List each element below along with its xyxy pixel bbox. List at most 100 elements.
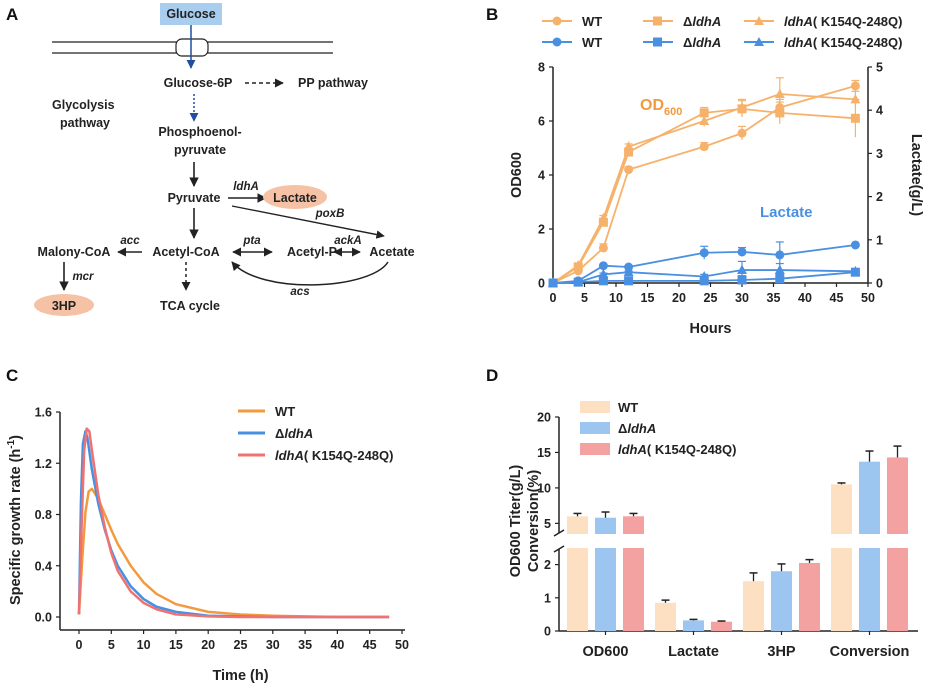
b-data-point <box>775 250 785 260</box>
d-legend-label: ΔldhA <box>618 421 656 436</box>
hp3-highlight <box>34 294 94 316</box>
b-data-point <box>598 217 608 227</box>
glucose-highlight <box>160 3 222 25</box>
d-y-tick-label: 10 <box>537 481 551 495</box>
legend-wt-od: WT <box>582 14 602 29</box>
b-data-point <box>573 276 584 287</box>
node-malonyl: Malony-CoA <box>38 245 111 259</box>
d-y-tick-label: 0 <box>544 625 551 639</box>
b-x-tick-label: 5 <box>581 291 588 305</box>
b-x-tick-label: 25 <box>704 291 718 305</box>
panel-a: A Glucose Glucose-6P PP pathway Glycolys… <box>6 3 415 316</box>
legend-marker-square-blue <box>653 37 662 47</box>
panel-c: C 0 5 10 15 20 25 30 35 40 45 50 0.0 0.4 0.8 1.2 1.6 Tim… <box>6 366 409 684</box>
b-x-tick-label: 40 <box>798 291 812 305</box>
b-data-point <box>774 88 785 98</box>
enzyme-acka: ackA <box>334 235 362 247</box>
c-x-tick-label: 10 <box>137 638 151 652</box>
d-x-tick-label: OD600 <box>583 644 629 660</box>
node-glycolysis-1: Glycolysis <box>52 98 115 112</box>
c-y-tick-label: 0.0 <box>35 611 52 625</box>
node-pep-1: Phosphoenol- <box>158 125 241 139</box>
node-3hp: 3HP <box>52 299 76 313</box>
b-x-tick-label: 30 <box>735 291 749 305</box>
d-y-tick-label: 20 <box>537 411 551 425</box>
b-data-point <box>624 147 634 157</box>
c-x-tick-label: 45 <box>363 638 377 652</box>
b-data-point <box>699 271 710 281</box>
c-x-tick-label: 25 <box>234 638 248 652</box>
b-series-line <box>552 93 856 284</box>
d-bar <box>831 548 852 631</box>
d-legend-swatch <box>580 401 610 413</box>
node-acetate: Acetate <box>369 245 414 259</box>
b-y2-tick-label: 1 <box>876 233 883 247</box>
b-x-tick-label: 50 <box>861 291 875 305</box>
d-y-tick-label: 1 <box>544 591 551 605</box>
b-x-tick-label: 10 <box>609 291 623 305</box>
d-bar <box>595 517 616 534</box>
panel-d: D 5 10 15 20 0 1 2 OD600 Titer(g/L) Conversion(%… <box>486 366 918 660</box>
d-bar <box>655 602 676 631</box>
b-x-axis-title: Hours <box>690 321 732 337</box>
d-bar <box>831 484 852 534</box>
annotation-od600: OD600 <box>640 97 682 118</box>
enzyme-acs: acs <box>290 286 309 298</box>
panel-b-letter: B <box>486 5 498 24</box>
node-acetylcoa: Acetyl-CoA <box>152 245 219 259</box>
d-bar <box>859 461 880 534</box>
d-bar <box>887 457 908 534</box>
legend-mut-lac: ldhA( K154Q-248Q) <box>784 35 902 50</box>
b-data-point <box>598 261 608 271</box>
legend-ldha-lac: ΔldhA <box>683 35 721 50</box>
b-data-point <box>850 93 861 104</box>
d-bar <box>567 516 588 534</box>
b-x-tick-label: 35 <box>767 291 781 305</box>
d-y-axis-title-line2: Conversion(%) <box>526 470 542 572</box>
b-series-5 <box>548 260 861 287</box>
b-data-point <box>775 108 785 118</box>
enzyme-acc: acc <box>120 235 140 247</box>
node-tca: TCA cycle <box>160 299 220 313</box>
b-data-point <box>573 259 584 270</box>
b-y-tick-label: 6 <box>538 115 545 129</box>
d-bar <box>623 548 644 631</box>
b-x-tick-label: 45 <box>830 291 844 305</box>
b-data-point <box>624 165 634 175</box>
d-y-tick-label: 15 <box>537 446 551 460</box>
d-bar <box>887 548 908 631</box>
d-bar <box>743 581 764 631</box>
b-y-axis-title: OD600 <box>509 152 525 198</box>
b-x-tick-label: 15 <box>641 291 655 305</box>
b-y2-tick-label: 5 <box>876 61 883 75</box>
b-data-point <box>624 276 634 286</box>
c-x-tick-label: 35 <box>298 638 312 652</box>
b-y-tick-label: 0 <box>538 277 545 291</box>
b-data-point <box>623 266 634 277</box>
d-y-tick-label: 2 <box>544 558 551 572</box>
b-data-point <box>598 276 608 286</box>
b-data-point <box>850 81 860 91</box>
panel-b: B WT ΔldhA ldhA( K154Q-248Q) WT ΔldhA ld… <box>486 5 924 337</box>
legend-marker-triangle-orange <box>754 16 764 25</box>
enzyme-ldha: ldhA <box>233 181 259 193</box>
annotation-lactate: Lactate <box>760 204 813 221</box>
d-bar <box>683 620 704 631</box>
d-bar <box>567 548 588 631</box>
b-data-point <box>737 102 747 112</box>
d-bar <box>711 621 732 631</box>
c-x-tick-label: 50 <box>395 638 409 652</box>
b-data-point <box>598 212 609 223</box>
legend-wt-lac: WT <box>582 35 602 50</box>
c-series-line-2 <box>77 427 390 619</box>
b-y-tick-label: 4 <box>538 169 545 183</box>
node-g6p: Glucose-6P <box>164 76 233 90</box>
legend-marker-triangle-blue <box>754 37 764 46</box>
b-data-point <box>737 247 747 257</box>
b-data-point <box>699 115 710 125</box>
d-bar <box>799 562 820 631</box>
panel-d-letter: D <box>486 366 498 385</box>
d-bar <box>859 548 880 631</box>
b-y2-tick-label: 3 <box>876 147 883 161</box>
